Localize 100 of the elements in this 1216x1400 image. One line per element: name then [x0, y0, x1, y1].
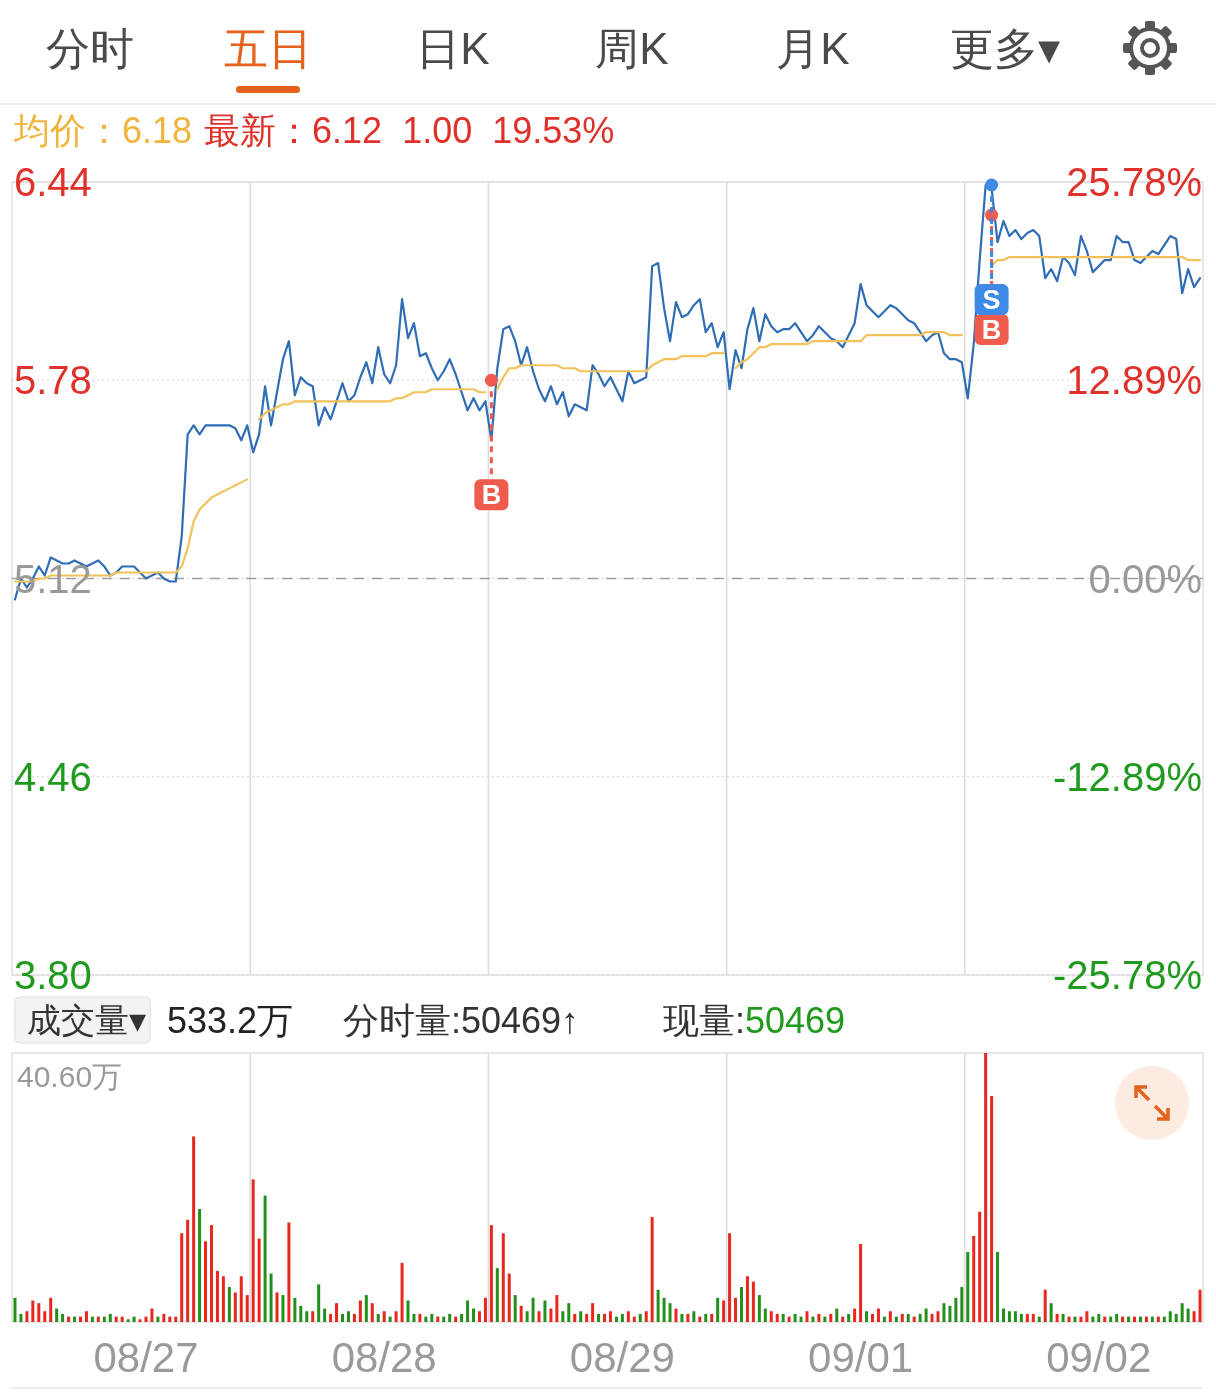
bar [662, 1297, 666, 1322]
bar [966, 1252, 970, 1322]
bar [811, 1316, 815, 1322]
bar [335, 1303, 339, 1322]
bar [561, 1311, 565, 1322]
text: 成交量▾ [27, 1001, 147, 1039]
bar [78, 1316, 82, 1322]
bar [215, 1270, 219, 1322]
bar [221, 1276, 225, 1322]
bar [495, 1268, 499, 1322]
bar [954, 1297, 958, 1322]
bar [430, 1313, 434, 1322]
bar [1192, 1311, 1196, 1322]
bar [585, 1313, 589, 1322]
y2-tick-label: 0.00% [1088, 556, 1202, 601]
data-label: B [481, 480, 502, 511]
text: 分时量:50469↑ [343, 999, 580, 1041]
bar [501, 1233, 505, 1322]
bar [1168, 1311, 1172, 1322]
bar [472, 1308, 476, 1322]
bar [787, 1316, 791, 1322]
bar [1186, 1308, 1190, 1322]
bar [513, 1295, 517, 1322]
bar [49, 1297, 53, 1322]
bar [698, 1316, 702, 1322]
bar [281, 1295, 285, 1322]
bar [144, 1316, 148, 1322]
bar [722, 1300, 726, 1322]
text: 533.2万 [167, 999, 294, 1041]
bar [1019, 1313, 1023, 1322]
bar [620, 1313, 624, 1322]
bar [781, 1313, 785, 1322]
bar [710, 1313, 714, 1322]
bar [1002, 1308, 1006, 1322]
bar [239, 1276, 243, 1322]
bar [376, 1313, 380, 1322]
bar [102, 1316, 106, 1322]
bar [364, 1295, 368, 1322]
bar [936, 1311, 940, 1322]
x-tick-label: 09/01 [808, 1333, 914, 1381]
bar [150, 1308, 154, 1322]
bar [257, 1238, 261, 1322]
bar [293, 1297, 297, 1322]
bar [751, 1281, 755, 1322]
bar [126, 1319, 130, 1322]
bar [346, 1311, 350, 1322]
bar [1198, 1289, 1202, 1322]
bar [990, 1096, 994, 1322]
bar [549, 1308, 553, 1322]
bar [948, 1305, 952, 1322]
bar [132, 1316, 136, 1322]
bar [972, 1235, 976, 1322]
bar [1097, 1313, 1101, 1322]
bar [853, 1308, 857, 1322]
bar [84, 1311, 88, 1322]
bar [13, 1297, 17, 1322]
bar [1138, 1316, 1142, 1322]
annotation: 40.60万 [17, 1059, 123, 1093]
x-tick-label: 08/28 [331, 1333, 437, 1381]
bar [1127, 1316, 1131, 1322]
bar [424, 1316, 428, 1322]
bar [174, 1316, 178, 1322]
bar [1025, 1313, 1029, 1322]
bar [442, 1316, 446, 1322]
bar [1115, 1313, 1119, 1322]
bar [775, 1313, 779, 1322]
bar [370, 1303, 374, 1322]
data-label: B [981, 315, 1002, 346]
bar [382, 1311, 386, 1322]
bar [323, 1308, 327, 1322]
point [985, 178, 999, 192]
bar [418, 1313, 422, 1322]
bar [632, 1316, 636, 1322]
bar [90, 1316, 94, 1322]
bar [805, 1311, 809, 1322]
bar [608, 1311, 612, 1322]
bar [305, 1311, 309, 1322]
bar [692, 1311, 696, 1322]
bar [871, 1313, 874, 1322]
bar [400, 1262, 404, 1322]
bar [96, 1316, 100, 1322]
bar [1091, 1316, 1095, 1322]
bar [287, 1222, 291, 1322]
bar [793, 1313, 797, 1322]
bar [579, 1311, 583, 1322]
bar [739, 1287, 743, 1322]
bar [859, 1243, 863, 1322]
bar [829, 1313, 833, 1322]
bar [978, 1211, 982, 1322]
bar [317, 1284, 321, 1322]
bar [460, 1313, 464, 1322]
chart-subtitle: 最新：6.12 1.00 19.53% [204, 109, 615, 151]
bar [388, 1316, 392, 1322]
bar [329, 1313, 333, 1322]
text: 月K [776, 23, 850, 73]
bar [769, 1311, 773, 1322]
x-tick-label: 08/29 [569, 1333, 675, 1381]
bar [394, 1311, 398, 1322]
bar [477, 1311, 481, 1322]
bar [37, 1303, 41, 1322]
